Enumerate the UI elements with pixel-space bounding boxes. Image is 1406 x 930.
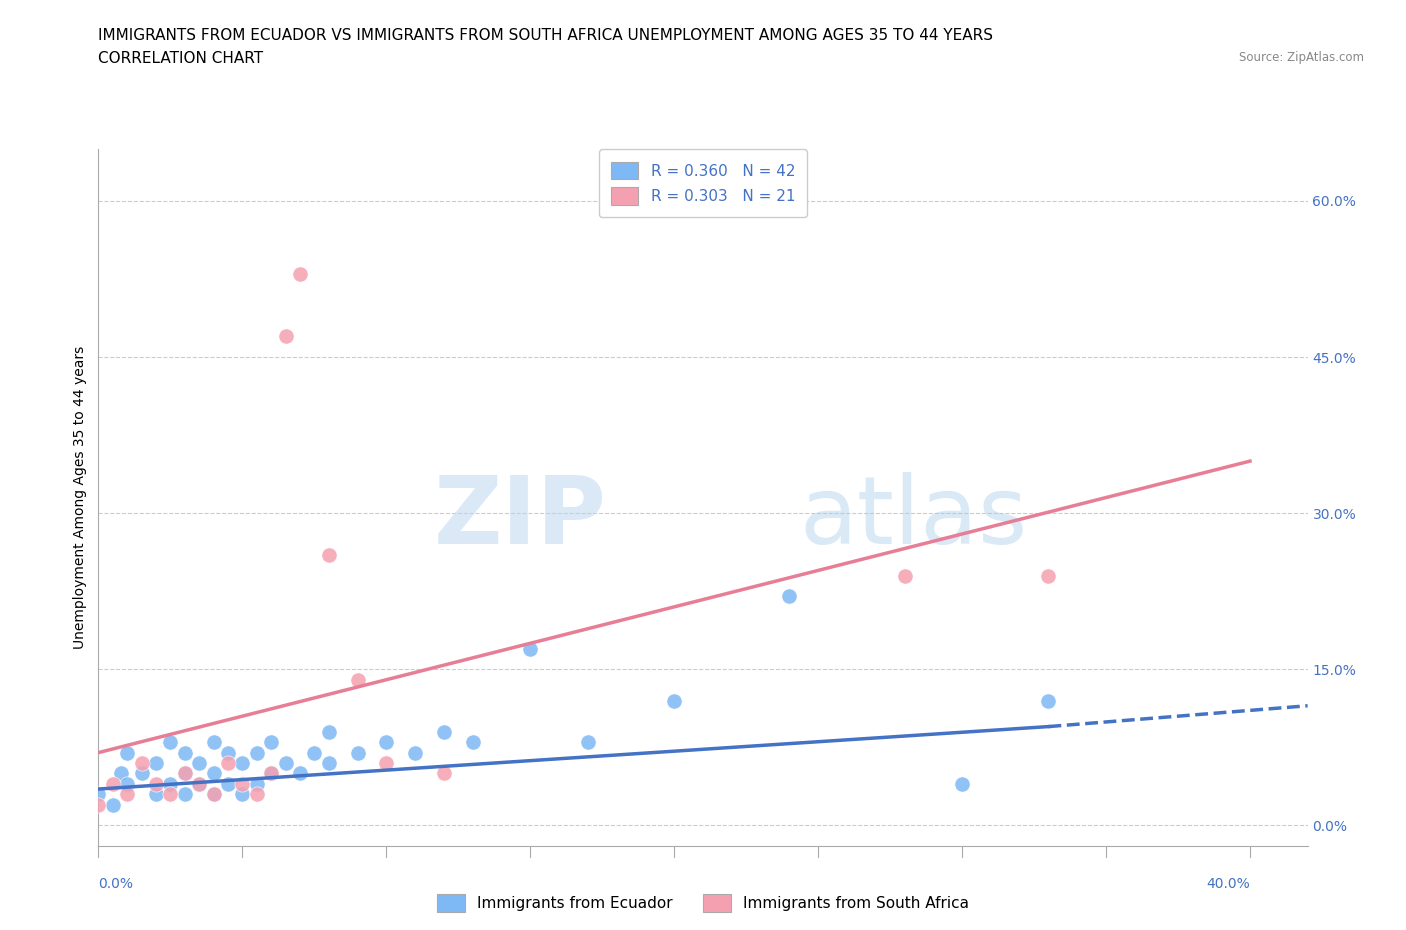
Point <box>260 766 283 781</box>
Point <box>274 755 297 770</box>
Point <box>576 735 599 750</box>
Legend: Immigrants from Ecuador, Immigrants from South Africa: Immigrants from Ecuador, Immigrants from… <box>432 888 974 918</box>
Point <box>217 745 239 760</box>
Point <box>202 766 225 781</box>
Point <box>288 266 311 281</box>
Point <box>950 777 973 791</box>
Point <box>87 797 110 812</box>
Text: 40.0%: 40.0% <box>1206 877 1250 891</box>
Text: IMMIGRANTS FROM ECUADOR VS IMMIGRANTS FROM SOUTH AFRICA UNEMPLOYMENT AMONG AGES : IMMIGRANTS FROM ECUADOR VS IMMIGRANTS FR… <box>98 28 994 43</box>
Text: CORRELATION CHART: CORRELATION CHART <box>98 51 263 66</box>
Text: ZIP: ZIP <box>433 472 606 565</box>
Point <box>159 777 181 791</box>
Text: 0.0%: 0.0% <box>98 877 134 891</box>
Point <box>778 589 800 604</box>
Point <box>173 766 195 781</box>
Legend: R = 0.360   N = 42, R = 0.303   N = 21: R = 0.360 N = 42, R = 0.303 N = 21 <box>599 150 807 217</box>
Point <box>404 745 426 760</box>
Point <box>260 766 283 781</box>
Point <box>519 641 541 656</box>
Point <box>131 766 153 781</box>
Point <box>101 777 124 791</box>
Point <box>145 777 167 791</box>
Point <box>274 328 297 343</box>
Point <box>173 766 195 781</box>
Y-axis label: Unemployment Among Ages 35 to 44 years: Unemployment Among Ages 35 to 44 years <box>73 346 87 649</box>
Point <box>110 766 132 781</box>
Text: Source: ZipAtlas.com: Source: ZipAtlas.com <box>1239 51 1364 64</box>
Point <box>433 766 456 781</box>
Point <box>231 787 253 802</box>
Point <box>346 672 368 687</box>
Point <box>87 787 110 802</box>
Point <box>318 724 340 739</box>
Point <box>260 735 283 750</box>
Point <box>1038 568 1060 583</box>
Point <box>202 787 225 802</box>
Point <box>346 745 368 760</box>
Point <box>188 777 211 791</box>
Point <box>231 777 253 791</box>
Point <box>246 745 269 760</box>
Point <box>188 777 211 791</box>
Point <box>188 755 211 770</box>
Point <box>173 745 195 760</box>
Text: atlas: atlas <box>800 472 1028 565</box>
Point <box>288 766 311 781</box>
Point <box>246 777 269 791</box>
Point <box>375 755 398 770</box>
Point <box>318 755 340 770</box>
Point <box>131 755 153 770</box>
Point <box>461 735 484 750</box>
Point <box>115 745 138 760</box>
Point <box>202 735 225 750</box>
Point <box>159 735 181 750</box>
Point <box>145 755 167 770</box>
Point <box>433 724 456 739</box>
Point <box>375 735 398 750</box>
Point <box>217 755 239 770</box>
Point <box>1038 693 1060 708</box>
Point <box>246 787 269 802</box>
Point <box>217 777 239 791</box>
Point <box>893 568 915 583</box>
Point <box>115 787 138 802</box>
Point <box>318 548 340 563</box>
Point <box>145 787 167 802</box>
Point <box>159 787 181 802</box>
Point <box>173 787 195 802</box>
Point <box>304 745 326 760</box>
Point <box>115 777 138 791</box>
Point <box>664 693 686 708</box>
Point <box>101 797 124 812</box>
Point <box>231 755 253 770</box>
Point <box>202 787 225 802</box>
